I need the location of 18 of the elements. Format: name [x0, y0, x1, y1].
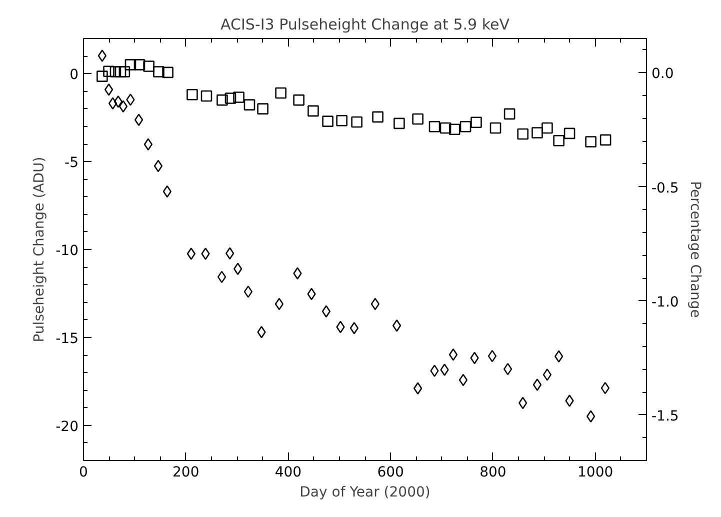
y2-tick-label: 0.0 — [652, 66, 674, 82]
x-axis-title: Day of Year (2000) — [300, 484, 430, 500]
y-tick-label: 0 — [70, 67, 79, 84]
y-axis-title: Pulseheight Change (ADU) — [32, 156, 48, 342]
x-tick-label: 1000 — [578, 464, 614, 480]
x-tick-label: 400 — [274, 464, 302, 480]
y2-axis-title: Percentage Change — [686, 181, 703, 318]
y2-tick-label: -0.5 — [652, 180, 679, 196]
y2-tick-label: -1.0 — [652, 294, 679, 310]
y-tick-label: -5 — [64, 155, 79, 172]
chart-title: ACIS-I3 Pulseheight Change at 5.9 keV — [220, 16, 510, 34]
y-tick-label: -10 — [56, 243, 79, 259]
x-tick-label: 200 — [172, 464, 200, 480]
y-tick-label: -15 — [56, 330, 79, 347]
y2-tick-label: -1.5 — [652, 408, 679, 424]
x-tick-label: 800 — [480, 464, 506, 480]
x-tick-label: 600 — [377, 464, 404, 480]
y-tick-label: -20 — [56, 418, 79, 435]
